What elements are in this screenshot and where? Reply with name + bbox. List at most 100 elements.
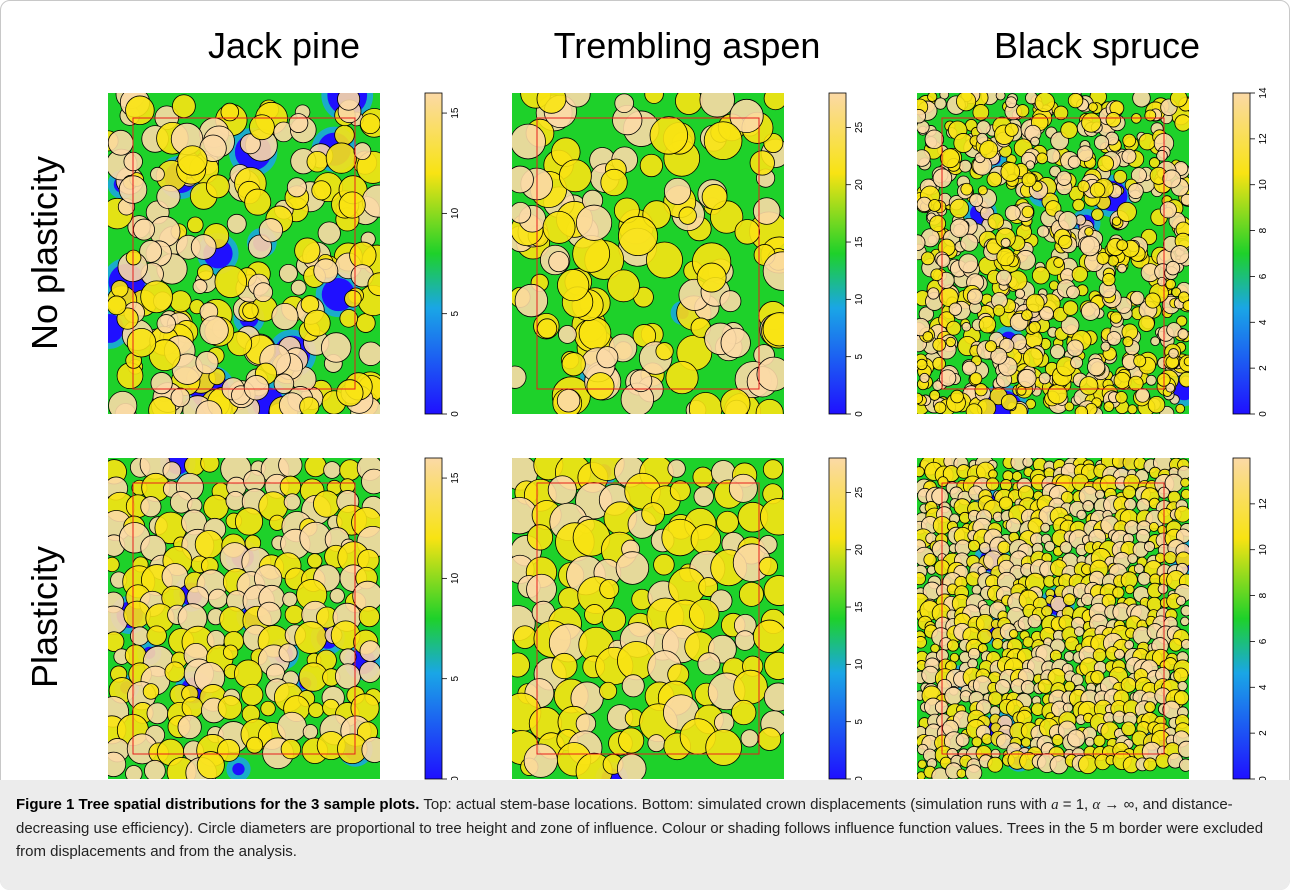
tree-crown xyxy=(1180,477,1189,488)
tree-crown xyxy=(1115,391,1128,404)
caption-label: Figure 1 Tree spatial distributions for … xyxy=(16,796,420,813)
tree-crown xyxy=(575,204,613,241)
tree-crown xyxy=(924,129,944,149)
tree-crown xyxy=(762,312,784,347)
tree-crown xyxy=(949,218,970,238)
tree-crown xyxy=(338,191,366,219)
tree-crown xyxy=(997,540,1011,554)
tree-crown xyxy=(197,264,214,281)
tree-crown xyxy=(1170,245,1189,265)
tree-crown xyxy=(992,304,1006,317)
tree-crown xyxy=(162,461,182,481)
tree-crown xyxy=(1165,382,1176,393)
tree-crown xyxy=(755,398,784,414)
tree-crown xyxy=(1143,757,1157,772)
colorbar-tick-label: 25 xyxy=(854,121,865,133)
tree-crown xyxy=(1076,145,1094,162)
tree-crown xyxy=(1067,155,1081,169)
tree-crown xyxy=(306,150,329,173)
tree-crown xyxy=(1130,167,1147,184)
colorbar-tick-label: 12 xyxy=(1258,498,1269,510)
tree-crown xyxy=(917,149,931,167)
tree-crown xyxy=(763,575,784,606)
tree-crown xyxy=(187,216,204,234)
colorbar-tick-label: 12 xyxy=(1258,133,1269,145)
tree-crown xyxy=(512,201,532,224)
colorbar-tick-label: 10 xyxy=(1258,179,1269,191)
tree-crown xyxy=(991,638,1004,650)
tree-crown xyxy=(177,145,208,176)
tree-crown xyxy=(917,636,927,649)
tree-crown xyxy=(1147,395,1166,414)
tree-crown xyxy=(150,166,165,182)
tree-crown xyxy=(615,551,650,585)
tree-crown xyxy=(1037,225,1050,238)
tree-crown xyxy=(1163,551,1177,565)
tree-crown xyxy=(996,247,1015,267)
tree-crown xyxy=(1111,216,1122,226)
tree-crown xyxy=(1072,198,1085,212)
tree-crown xyxy=(337,93,361,111)
tree-crown xyxy=(1177,680,1188,692)
colorbar-tick-label: 0 xyxy=(1258,411,1269,417)
colorbar-tick-label: 10 xyxy=(450,572,461,584)
tree-crown xyxy=(1088,102,1098,112)
tree-crown xyxy=(971,584,982,595)
tree-crown xyxy=(1165,260,1181,276)
tree-crown xyxy=(537,318,558,339)
tree-crown xyxy=(303,309,331,337)
tree-crown xyxy=(1182,300,1189,311)
tree-crown xyxy=(984,340,997,353)
tree-crown xyxy=(108,295,127,316)
tree-crown xyxy=(558,587,581,610)
tree-crown xyxy=(1079,376,1099,396)
tree-crown xyxy=(172,94,196,119)
tree-crown xyxy=(584,604,605,625)
tree-crown xyxy=(987,756,1004,773)
tree-crown xyxy=(599,579,620,600)
tree-crown xyxy=(1150,336,1160,347)
tree-crown xyxy=(1038,372,1051,385)
tree-crown xyxy=(758,556,778,576)
tree-crown xyxy=(1148,157,1160,169)
tree-crown xyxy=(578,317,612,350)
tree-crown xyxy=(1137,571,1151,586)
tree-crown xyxy=(512,365,527,389)
tree-crown xyxy=(1174,690,1189,706)
tree-crown xyxy=(1021,172,1037,188)
tree-crown xyxy=(1174,114,1189,132)
tree-crown xyxy=(1039,306,1054,321)
tree-crown xyxy=(1014,288,1026,299)
tree-crown xyxy=(932,380,943,391)
tree-crown xyxy=(995,93,1006,101)
panels-layer: 0510150510150510152025051015202502468101… xyxy=(108,87,1269,780)
tree-crown xyxy=(575,713,597,734)
tree-crown xyxy=(1079,235,1101,257)
colorbar-tick-label: 10 xyxy=(1258,544,1269,556)
tree-crown xyxy=(936,253,951,268)
caption-math-alpha: α xyxy=(1092,797,1101,813)
tree-crown xyxy=(930,268,944,282)
tree-crown xyxy=(669,480,691,502)
tree-crown xyxy=(526,573,557,605)
tree-crown xyxy=(1121,148,1137,164)
tree-crown xyxy=(762,459,784,480)
tree-crown xyxy=(195,351,219,375)
colorbar-tick-label: 4 xyxy=(1258,319,1269,325)
tree-crown xyxy=(1170,93,1188,108)
tree-crown xyxy=(294,621,328,654)
tree-crown xyxy=(1000,237,1011,248)
tree-crown xyxy=(317,221,341,245)
tree-crown xyxy=(928,199,942,212)
tree-crown xyxy=(260,700,276,717)
tree-crown xyxy=(701,184,728,210)
tree-crown xyxy=(1070,356,1083,369)
exclusion-border xyxy=(132,482,356,755)
tree-crown xyxy=(1009,629,1019,639)
colorbar-tick-label: 25 xyxy=(854,486,865,498)
tree-crown xyxy=(1179,758,1189,772)
tree-crown xyxy=(1067,93,1084,109)
low-influence-core xyxy=(232,762,245,776)
tree-crown xyxy=(1135,529,1151,544)
tree-crown xyxy=(1096,251,1110,265)
